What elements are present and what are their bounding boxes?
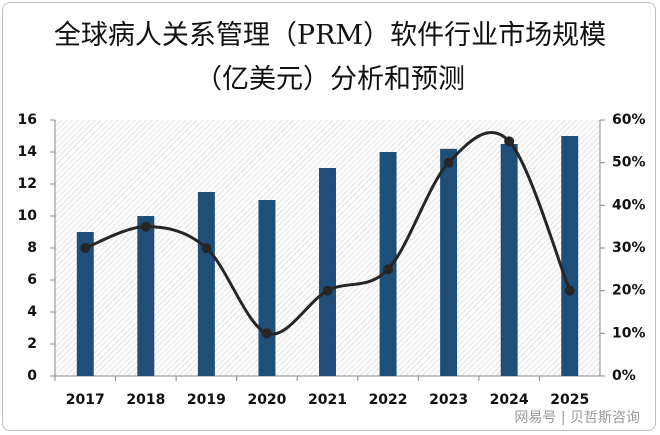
chart-frame: [2, 2, 656, 431]
line-marker: [383, 264, 394, 275]
y-tick-label: 14: [18, 144, 38, 160]
x-tick-label: 2023: [429, 392, 468, 408]
line-marker: [443, 157, 454, 168]
bar: [197, 192, 215, 376]
y-tick-label: 2: [27, 336, 37, 352]
y-tick-label: 0: [27, 368, 37, 384]
line-marker: [201, 243, 212, 253]
y-tick-label: 8: [27, 240, 37, 256]
x-tick-label: 2025: [550, 392, 589, 408]
line-marker: [261, 328, 272, 339]
bar: [76, 232, 94, 376]
y-tick-label: 10: [18, 208, 38, 224]
x-tick-label: 2021: [308, 392, 347, 408]
y2-tick-label: 0%: [612, 368, 636, 384]
x-tick-label: 2017: [66, 392, 105, 408]
y-tick-label: 12: [18, 176, 37, 192]
y2-tick-label: 60%: [612, 112, 646, 128]
line-marker: [322, 285, 333, 296]
bar: [500, 144, 518, 376]
bar: [258, 200, 276, 376]
x-tick-label: 2019: [187, 392, 226, 408]
y-tick-label: 6: [27, 272, 37, 288]
watermark: 网易号 | 贝哲斯咨询: [514, 410, 640, 426]
y2-tick-label: 20%: [612, 283, 646, 299]
bar: [137, 216, 155, 376]
line-marker: [504, 136, 515, 147]
y-tick-label: 4: [27, 304, 37, 320]
bar: [561, 136, 579, 376]
y2-tick-label: 30%: [612, 240, 646, 256]
y2-tick-label: 10%: [612, 325, 646, 341]
x-tick-label: 2024: [490, 392, 529, 408]
bar: [379, 152, 397, 376]
x-tick-label: 2020: [247, 392, 286, 408]
x-tick-label: 2018: [126, 392, 165, 408]
line-marker: [140, 221, 151, 232]
bar: [319, 168, 336, 376]
line-marker: [80, 243, 91, 253]
line-marker: [564, 285, 575, 296]
y2-tick-label: 40%: [612, 197, 646, 213]
chart-title: 全球病人关系管理（PRM）软件行业市场规模（亿美元）分析和预测: [53, 20, 607, 95]
bar: [440, 148, 458, 376]
y-tick-label: 16: [18, 112, 37, 128]
y2-tick-label: 50%: [612, 155, 646, 171]
x-tick-label: 2022: [369, 392, 408, 408]
